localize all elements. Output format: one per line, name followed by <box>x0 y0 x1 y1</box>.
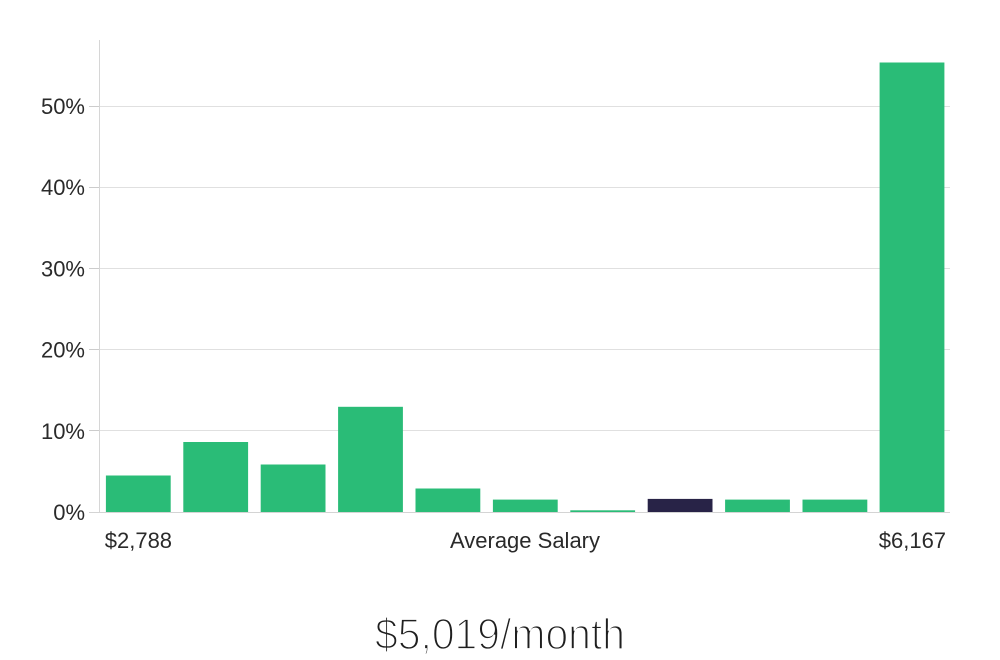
svg-text:40%: 40% <box>41 175 85 200</box>
svg-text:20%: 20% <box>41 338 85 363</box>
svg-text:$6,167: $6,167 <box>879 528 946 553</box>
svg-text:30%: 30% <box>41 256 85 281</box>
svg-text:Average Salary: Average Salary <box>450 528 600 553</box>
svg-text:0%: 0% <box>53 500 85 525</box>
svg-text:$5,019/month: $5,019/month <box>375 610 625 659</box>
svg-text:$2,788: $2,788 <box>105 528 172 553</box>
svg-text:10%: 10% <box>41 419 85 444</box>
svg-text:50%: 50% <box>41 94 85 119</box>
